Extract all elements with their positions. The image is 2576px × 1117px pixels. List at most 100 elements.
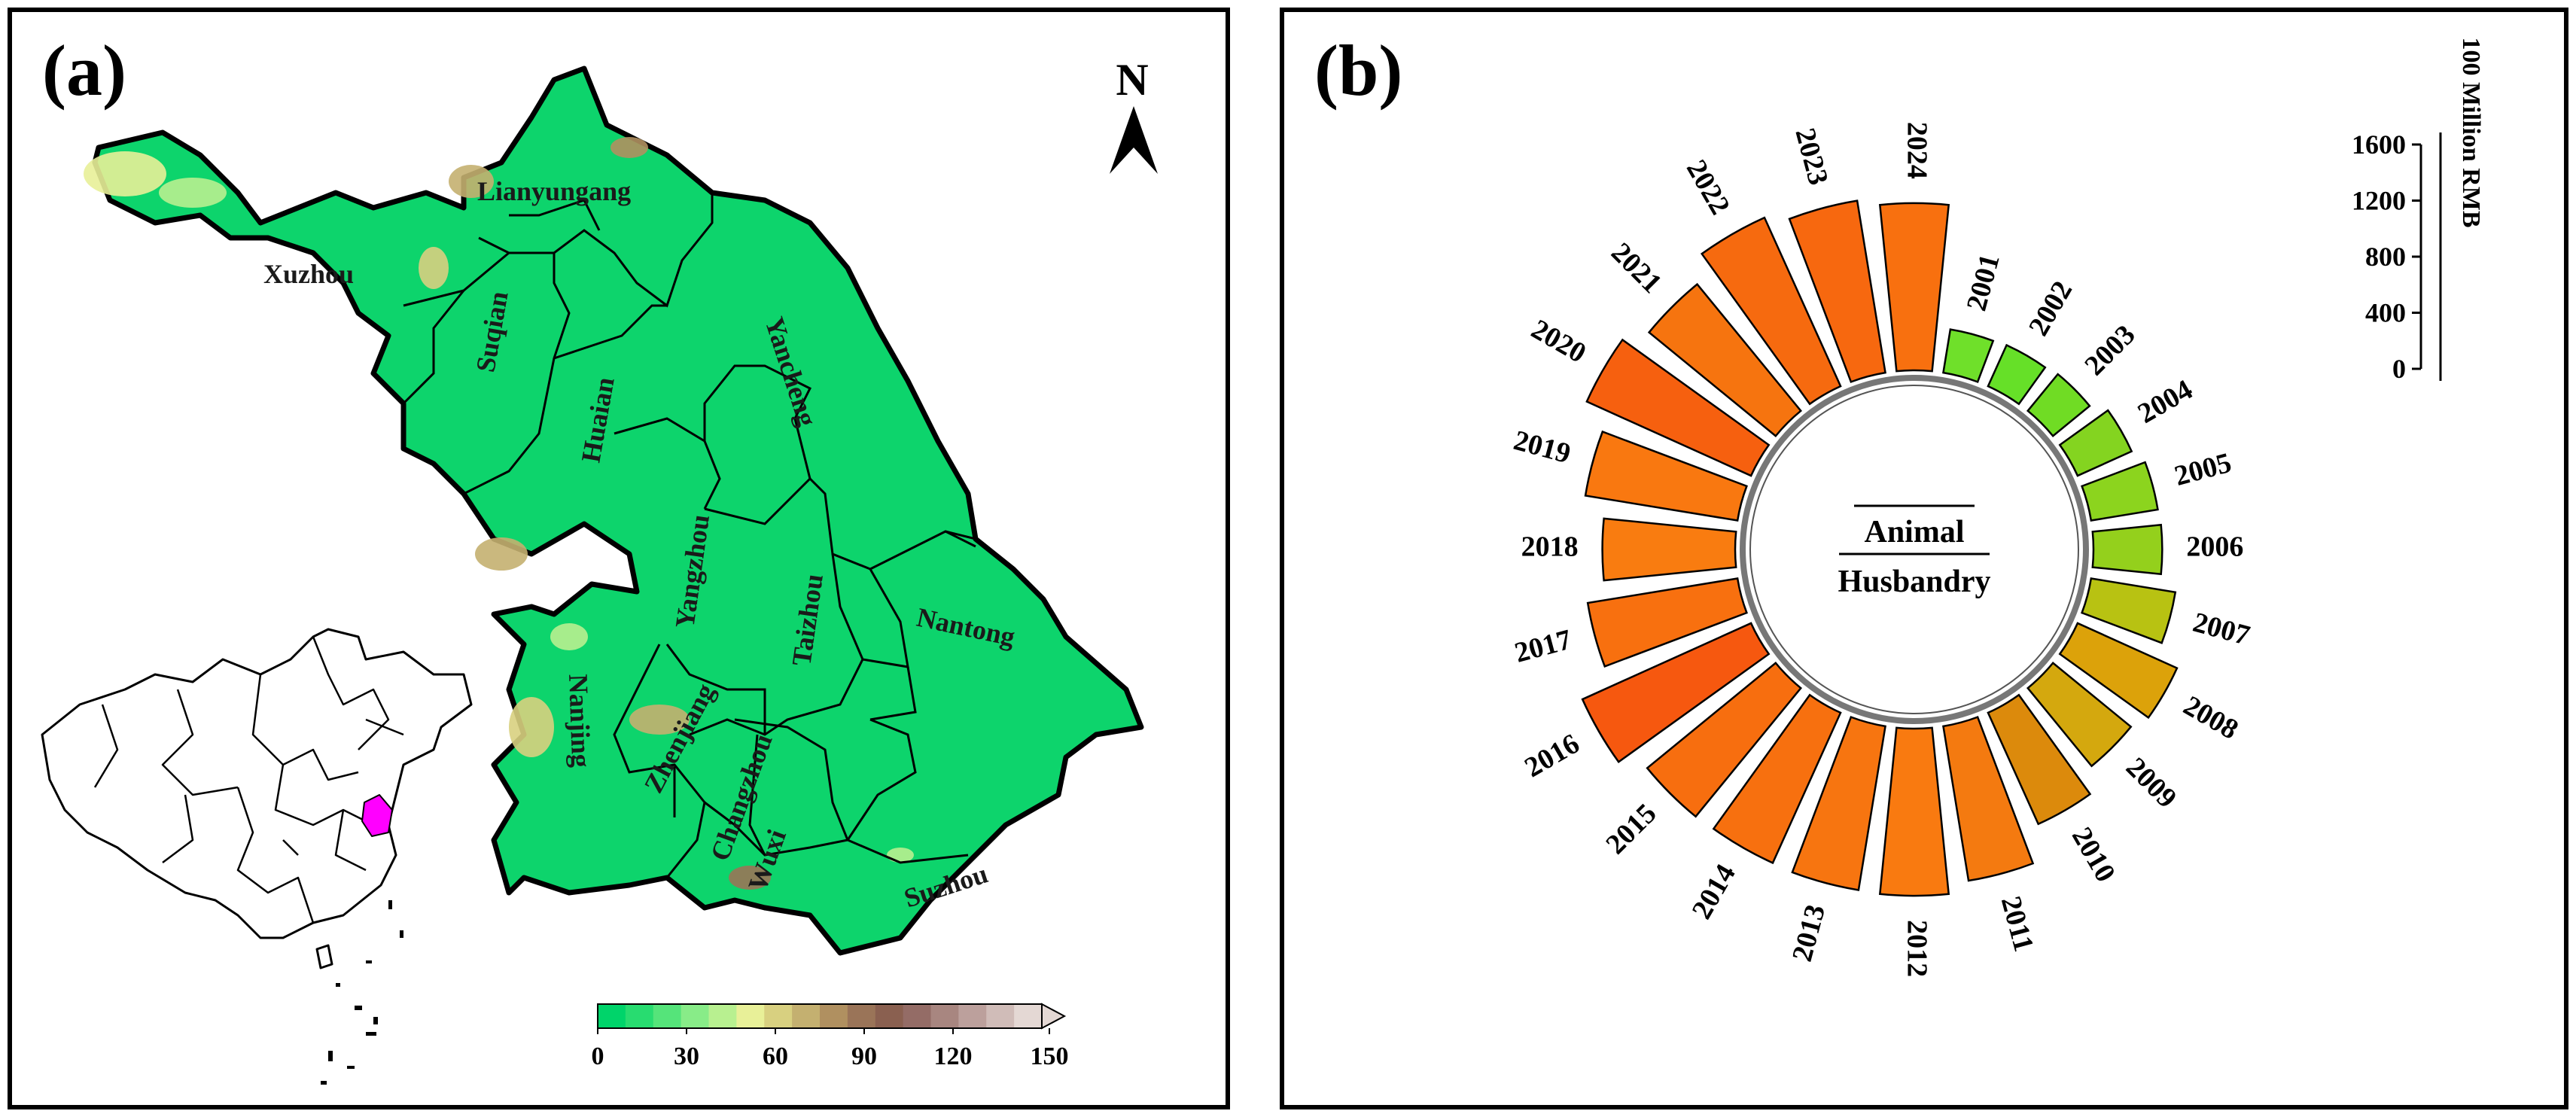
elevation-legend: 0 30 60 90 120 150 [592, 1003, 1069, 1070]
bar-2010 [1987, 693, 2092, 826]
bar-2015 [1646, 661, 1803, 818]
bar-2012 [1878, 726, 1950, 897]
radial-bars [1581, 199, 2179, 897]
legend-tick-label: 60 [763, 1042, 788, 1070]
bar-2004 [2058, 409, 2133, 477]
legend-swatch [930, 1004, 959, 1028]
year-label-2004: 2004 [2133, 374, 2198, 430]
legend-swatch [708, 1004, 737, 1028]
year-label-2011: 2011 [1995, 893, 2040, 954]
jiangsu-map: N [41, 55, 1158, 1085]
bar-2014 [1712, 693, 1842, 865]
year-label-2022: 2022 [1680, 154, 1736, 220]
panel-label-b: (b) [1314, 30, 1403, 111]
center-label-line2: Husbandry [1838, 565, 1990, 599]
bar-2016 [1581, 622, 1771, 764]
bar-2007 [2081, 577, 2177, 644]
year-label-2013: 2013 [1786, 902, 1832, 965]
year-label-2021: 2021 [1605, 236, 1667, 299]
china-inset-map [41, 628, 473, 1085]
year-label-2006: 2006 [2186, 531, 2243, 563]
scale-tick-label: 1600 [2352, 129, 2406, 160]
year-label-2009: 2009 [2120, 751, 2182, 814]
year-label-2016: 2016 [1519, 728, 1585, 784]
bar-2019 [1584, 430, 1748, 522]
bar-2013 [1791, 716, 1886, 891]
city-label-nanjing: Nanjing [563, 674, 596, 768]
chart-panel: (b) 2001 2002 2003 2004 2005 2006 2007 2008 2009… [1280, 8, 2568, 1109]
center-label-line1: Animal [1864, 515, 1964, 549]
bar-2018 [1601, 517, 1737, 582]
jiangsu-outline [92, 65, 1144, 956]
legend-swatch [820, 1004, 848, 1028]
year-label-2010: 2010 [2066, 822, 2121, 887]
year-label-2003: 2003 [2078, 319, 2141, 382]
legend-swatch [764, 1004, 793, 1028]
bar-2022 [1700, 216, 1842, 406]
bar-2023 [1788, 199, 1886, 383]
year-label-2015: 2015 [1600, 798, 1662, 860]
year-label-2005: 2005 [2171, 447, 2234, 492]
year-label-2014: 2014 [1686, 859, 1742, 924]
inner-ring [1740, 375, 2089, 724]
inner-circle [1749, 385, 2079, 714]
scale-tick-label: 800 [2365, 242, 2406, 272]
legend-tick-label: 30 [674, 1042, 699, 1070]
legend-tick-label: 120 [934, 1042, 973, 1070]
year-label-2024: 2024 [1901, 122, 1932, 179]
legend-swatch [598, 1004, 626, 1028]
scale-axis-title: 100 Million RMB [2457, 37, 2485, 227]
north-label: N [1116, 55, 1148, 105]
scale-tick-label: 400 [2365, 298, 2406, 328]
year-label-2017: 2017 [1512, 624, 1575, 669]
legend-tick-label: 0 [592, 1042, 604, 1070]
legend-swatch [792, 1004, 821, 1028]
year-label-2008: 2008 [2178, 689, 2243, 745]
bar-2024 [1878, 202, 1950, 373]
legend-swatch [1014, 1004, 1043, 1028]
bar-2006 [2091, 523, 2163, 576]
bar-2020 [1585, 338, 1771, 477]
north-arrow: N [1110, 55, 1158, 174]
south-china-sea-islands [321, 900, 403, 1085]
bar-2021 [1647, 282, 1803, 438]
scale-tick-label: 0 [2392, 354, 2406, 384]
year-label-2018: 2018 [1521, 531, 1579, 563]
bar-2008 [2058, 622, 2179, 720]
legend-swatch [958, 1004, 987, 1028]
legend-swatch [847, 1004, 876, 1028]
city-label-lianyungang: Lianyungang [477, 176, 631, 206]
legend-frame [597, 1003, 1043, 1029]
year-label-2019: 2019 [1510, 425, 1573, 470]
map-panel: (a) N [8, 8, 1230, 1109]
legend-swatch [875, 1004, 904, 1028]
city-boundaries [402, 193, 976, 878]
legend-swatch [986, 1004, 1015, 1028]
year-label-2002: 2002 [2023, 275, 2078, 341]
year-label-2012: 2012 [1901, 920, 1932, 977]
year-label-2001: 2001 [1961, 251, 2006, 314]
year-label-2007: 2007 [2190, 607, 2253, 652]
legend-swatch [903, 1004, 931, 1028]
legend-tick-label: 150 [1031, 1042, 1069, 1070]
legend-swatch [653, 1004, 682, 1028]
legend-swatch [736, 1004, 765, 1028]
north-arrow-icon [1110, 106, 1158, 174]
scale-tick-label: 1200 [2352, 186, 2406, 216]
legend-swatch [625, 1004, 654, 1028]
center-label: Animal Husbandry [1838, 504, 1991, 599]
bar-2005 [2081, 461, 2159, 522]
bar-2011 [1942, 716, 2035, 882]
bar-2003 [2026, 373, 2091, 438]
city-label-xuzhou: Xuzhou [263, 259, 354, 289]
bar-2002 [1987, 343, 2047, 406]
bar-2017 [1586, 577, 1748, 668]
legend-arrow [1041, 1003, 1067, 1030]
jiangsu-highlight [361, 794, 393, 837]
year-label-2023: 2023 [1789, 125, 1834, 188]
panel-label-a: (a) [42, 30, 126, 111]
china-outline [41, 628, 473, 939]
legend-tick-label: 90 [851, 1042, 877, 1070]
year-label-2020: 2020 [1526, 313, 1591, 369]
